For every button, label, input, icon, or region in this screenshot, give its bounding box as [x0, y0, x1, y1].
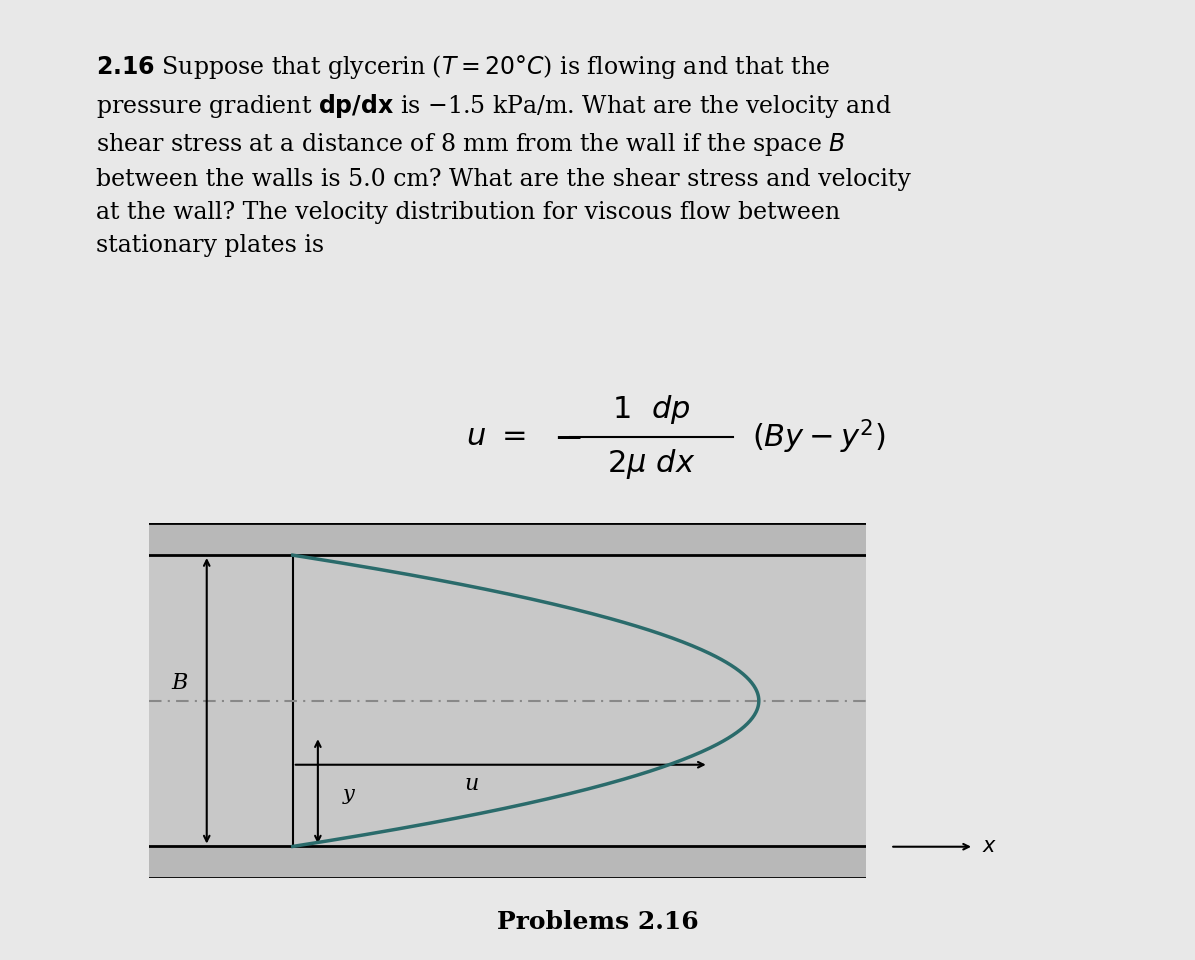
Bar [149, 523, 866, 555]
Text: y: y [343, 785, 355, 804]
Text: $(By - y^2)$: $(By - y^2)$ [752, 418, 885, 456]
Text: B: B [171, 672, 188, 694]
Text: Problems 2.16: Problems 2.16 [497, 910, 698, 933]
Text: $x$: $x$ [982, 837, 998, 856]
Text: $-$: $-$ [553, 420, 582, 454]
Bar [149, 847, 866, 878]
Text: $u\ =$: $u\ =$ [466, 421, 526, 452]
Text: $1\ \ dp$: $1\ \ dp$ [612, 394, 691, 426]
Text: $\mathbf{2.16}$ Suppose that glycerin ($T = 20°C$) is flowing and that the
press: $\mathbf{2.16}$ Suppose that glycerin ($… [96, 53, 911, 257]
Text: u: u [465, 773, 479, 795]
Text: $2\mu\ dx$: $2\mu\ dx$ [607, 446, 695, 481]
